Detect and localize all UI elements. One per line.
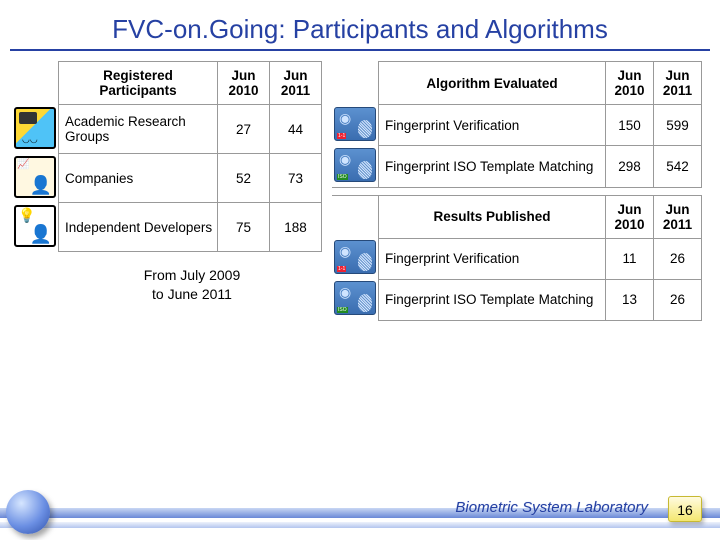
- academic-icon: [14, 107, 56, 149]
- cell-2010: 150: [606, 105, 654, 146]
- fingerprint-verify-icon: 1-1: [334, 240, 376, 274]
- cell-2011: 26: [654, 238, 702, 279]
- col-header-2010: Jun 2010: [218, 62, 270, 105]
- participants-table: Registered Participants Jun 2010 Jun 201…: [12, 61, 322, 252]
- col-header-registered: Registered Participants: [59, 62, 218, 105]
- table-row: ISO Fingerprint ISO Template Matching 29…: [332, 146, 702, 188]
- left-column: Registered Participants Jun 2010 Jun 201…: [12, 61, 322, 321]
- title-underline: [10, 49, 710, 51]
- cell-2010: 13: [606, 279, 654, 320]
- page-number: 16: [668, 496, 702, 522]
- row-label: Fingerprint ISO Template Matching: [379, 146, 606, 188]
- cell-2010: 27: [218, 105, 270, 154]
- row-label: Fingerprint ISO Template Matching: [379, 279, 606, 320]
- col-header-2011: Jun 2011: [270, 62, 322, 105]
- fingerprint-iso-icon: ISO: [334, 281, 376, 315]
- col-header-2011: Jun 2011: [654, 62, 702, 105]
- table-row: Academic Research Groups 27 44: [12, 105, 322, 154]
- fingerprint-verify-icon: 1-1: [334, 107, 376, 141]
- slide-title: FVC-on.Going: Participants and Algorithm…: [0, 0, 720, 49]
- algorithms-table: Algorithm Evaluated Jun 2010 Jun 2011 1-…: [332, 61, 702, 321]
- cell-2011: 44: [270, 105, 322, 154]
- cell-2010: 75: [218, 203, 270, 252]
- row-label: Fingerprint Verification: [379, 105, 606, 146]
- row-label: Fingerprint Verification: [379, 238, 606, 279]
- cell-2011: 26: [654, 279, 702, 320]
- cell-2010: 52: [218, 154, 270, 203]
- row-label: Companies: [59, 154, 218, 203]
- col-header-2010: Jun 2010: [606, 62, 654, 105]
- row-label: Independent Developers: [59, 203, 218, 252]
- caption-line1: From July 2009: [144, 267, 240, 283]
- col-header-2010: Jun 2010: [606, 195, 654, 238]
- cell-2011: 542: [654, 146, 702, 188]
- table-row: 1-1 Fingerprint Verification 11 26: [332, 238, 702, 279]
- table-row: 1-1 Fingerprint Verification 150 599: [332, 105, 702, 146]
- col-header-results: Results Published: [379, 195, 606, 238]
- cell-2011: 599: [654, 105, 702, 146]
- table-row: Companies 52 73: [12, 154, 322, 203]
- footer-band-2: [0, 522, 720, 528]
- row-label: Academic Research Groups: [59, 105, 218, 154]
- table-row: ISO Fingerprint ISO Template Matching 13…: [332, 279, 702, 320]
- table-row: Independent Developers 75 188: [12, 203, 322, 252]
- cell-2010: 11: [606, 238, 654, 279]
- company-icon: [14, 156, 56, 198]
- cell-2011: 73: [270, 154, 322, 203]
- footer-logo-icon: [6, 490, 50, 534]
- col-header-algo: Algorithm Evaluated: [379, 62, 606, 105]
- cell-2010: 298: [606, 146, 654, 188]
- fingerprint-iso-icon: ISO: [334, 148, 376, 182]
- date-caption: From July 2009 to June 2011: [12, 252, 322, 304]
- col-header-2011: Jun 2011: [654, 195, 702, 238]
- content-area: Registered Participants Jun 2010 Jun 201…: [0, 61, 720, 321]
- independent-icon: [14, 205, 56, 247]
- cell-2011: 188: [270, 203, 322, 252]
- caption-line2: to June 2011: [152, 286, 232, 302]
- right-column: Algorithm Evaluated Jun 2010 Jun 2011 1-…: [332, 61, 702, 321]
- lab-label: Biometric System Laboratory: [455, 499, 648, 516]
